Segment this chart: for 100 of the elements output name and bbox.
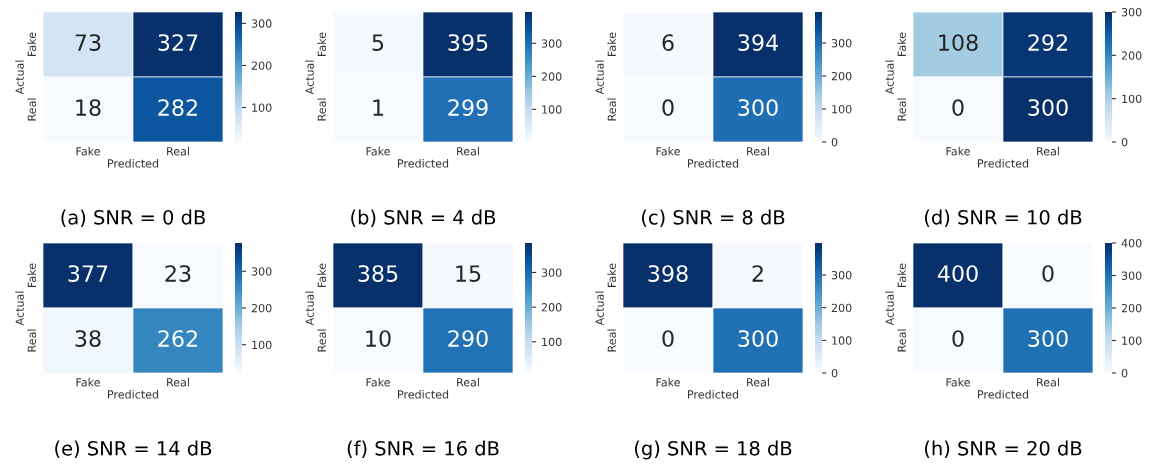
data-label: 0 bbox=[662, 99, 674, 116]
color-bar-label: 200 bbox=[1121, 303, 1142, 313]
y-axis-title: Actual bbox=[885, 60, 894, 95]
text: (c) SNR = 8 dB bbox=[642, 209, 785, 227]
data-label: 300 bbox=[1028, 99, 1068, 116]
text: (g) SNR = 18 dB bbox=[634, 440, 792, 460]
color-bar-label: 100 bbox=[1122, 94, 1142, 104]
y-axis-title: Actual bbox=[305, 291, 314, 326]
color-bar-label: 100 bbox=[1122, 336, 1142, 345]
x-tick-label: Real bbox=[457, 146, 479, 156]
text: (f) SNR = 16 dB bbox=[347, 440, 499, 458]
data-label: 10 bbox=[366, 330, 391, 347]
y-tick-label: Fake bbox=[27, 32, 36, 56]
data-label: 290 bbox=[448, 330, 488, 347]
x-tick-label: Fake bbox=[656, 146, 680, 156]
y-tick-label: Real bbox=[607, 329, 616, 352]
data-label: 23 bbox=[165, 265, 191, 282]
color-bar-label: 100 bbox=[252, 103, 272, 112]
x-axis-title: Predicted bbox=[398, 159, 449, 168]
data-label: 300 bbox=[738, 330, 778, 347]
x-tick-label: Real bbox=[457, 377, 479, 387]
y-axis-title: Actual bbox=[305, 60, 314, 95]
x-tick-label: Real bbox=[1037, 377, 1059, 387]
data-label: 5 bbox=[372, 34, 384, 51]
color-bar-label: 300 bbox=[251, 267, 272, 276]
x-tick-label: Real bbox=[167, 377, 189, 387]
data-label: 292 bbox=[1028, 34, 1067, 51]
data-label: 108 bbox=[939, 34, 978, 51]
y-tick-label: Fake bbox=[897, 32, 906, 56]
x-axis-title: Predicted bbox=[978, 390, 1029, 399]
y-tick-label: Fake bbox=[897, 263, 906, 287]
data-label: 398 bbox=[648, 265, 688, 282]
color-bar-label: 300 bbox=[1121, 7, 1142, 17]
text: (b) SNR = 4 dB bbox=[351, 209, 496, 227]
color-bar-label: 200 bbox=[1121, 51, 1142, 60]
x-axis-title: Predicted bbox=[108, 390, 159, 399]
color-bar-label: 300 bbox=[541, 39, 562, 48]
y-tick-label: Fake bbox=[317, 263, 326, 287]
data-label: 327 bbox=[158, 34, 198, 51]
x-axis-title: Predicted bbox=[688, 390, 739, 399]
y-tick-label: Fake bbox=[607, 32, 616, 56]
color-bar-label: 200 bbox=[541, 72, 562, 81]
x-axis-title: Predicted bbox=[108, 159, 159, 168]
data-label: 1 bbox=[373, 99, 384, 116]
color-bar-label: 100 bbox=[542, 337, 562, 347]
x-tick-label: Real bbox=[747, 146, 769, 156]
color-bar-label: 300 bbox=[1121, 271, 1142, 280]
x-axis-title: Predicted bbox=[688, 159, 739, 168]
color-bar-label: 200 bbox=[831, 71, 852, 81]
y-tick-label: Fake bbox=[317, 32, 326, 56]
data-label: 394 bbox=[738, 34, 778, 51]
data-label: 38 bbox=[75, 330, 101, 347]
x-tick-label: Fake bbox=[366, 377, 390, 387]
data-label: 377 bbox=[68, 265, 108, 282]
data-label: 0 bbox=[1042, 265, 1054, 282]
x-axis-title: Predicted bbox=[398, 390, 449, 399]
y-tick-label: Fake bbox=[27, 263, 36, 287]
x-tick-label: Fake bbox=[656, 377, 680, 387]
x-tick-label: Real bbox=[747, 377, 769, 387]
x-axis-title: Predicted bbox=[978, 159, 1029, 168]
y-tick-label: Real bbox=[317, 98, 326, 121]
text: (e) SNR = 14 dB bbox=[55, 440, 212, 458]
x-tick-label: Fake bbox=[946, 146, 970, 156]
y-tick-label: Real bbox=[317, 329, 326, 352]
data-label: 0 bbox=[662, 330, 674, 347]
x-tick-label: Real bbox=[167, 146, 189, 156]
text: (h) SNR = 20 dB bbox=[925, 440, 1082, 458]
y-tick-label: Real bbox=[27, 329, 36, 352]
color-bar-label: 100 bbox=[542, 105, 562, 114]
color-bar-label: 300 bbox=[251, 19, 272, 28]
data-label: 395 bbox=[448, 34, 488, 51]
y-axis-title: Actual bbox=[885, 291, 894, 326]
y-axis-title: Actual bbox=[595, 60, 604, 95]
y-axis-title: Actual bbox=[595, 291, 604, 326]
x-tick-label: Fake bbox=[366, 146, 390, 156]
color-bar-label: 100 bbox=[832, 104, 852, 114]
y-tick-label: Real bbox=[27, 98, 36, 121]
y-axis-title: Actual bbox=[15, 60, 24, 95]
y-tick-label: Real bbox=[607, 98, 616, 121]
x-tick-label: Fake bbox=[76, 377, 100, 387]
data-label: 2 bbox=[752, 265, 763, 282]
data-label: 300 bbox=[1028, 330, 1068, 347]
color-bar-label: 200 bbox=[251, 61, 272, 70]
color-bar-label: 300 bbox=[831, 38, 852, 48]
color-bar-label: 100 bbox=[252, 340, 272, 350]
color-bar-label: 0 bbox=[1121, 137, 1128, 147]
data-label: 18 bbox=[76, 99, 101, 116]
y-axis-title: Actual bbox=[15, 291, 24, 326]
color-bar-label: 200 bbox=[831, 303, 852, 313]
color-bar-label: 0 bbox=[831, 137, 838, 147]
x-tick-label: Fake bbox=[76, 146, 100, 156]
data-label: 73 bbox=[75, 34, 101, 51]
data-label: 0 bbox=[952, 330, 964, 347]
color-bar-label: 300 bbox=[541, 268, 562, 277]
data-label: 385 bbox=[358, 265, 398, 282]
data-label: 0 bbox=[952, 99, 964, 116]
data-label: 15 bbox=[456, 265, 481, 282]
color-bar-label: 300 bbox=[831, 270, 852, 280]
data-label: 282 bbox=[158, 99, 197, 116]
x-tick-label: Fake bbox=[946, 377, 970, 387]
